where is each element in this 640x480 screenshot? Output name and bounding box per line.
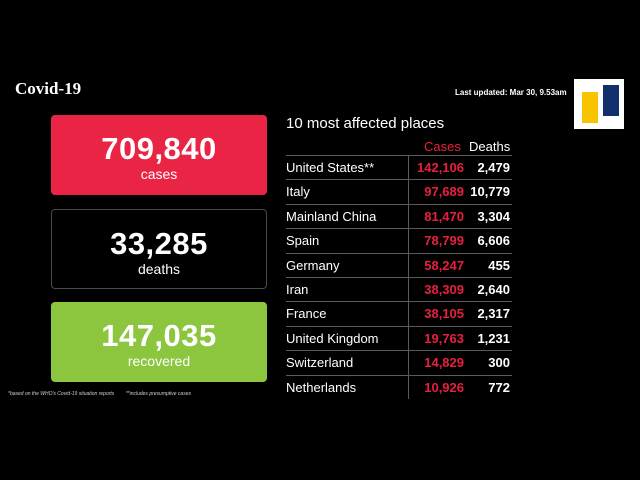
place-cases: 19,763: [424, 330, 464, 346]
place-cases: 58,247: [424, 257, 464, 273]
column-header-cases: Cases: [424, 139, 461, 154]
table-row: Spain 78,799 6,606: [286, 228, 512, 253]
column-header-deaths: Deaths: [469, 139, 511, 154]
cases-count: 709,840: [101, 131, 217, 166]
table-row: Iran 38,309 2,640: [286, 276, 512, 302]
table-row: Mainland China 81,470 3,304: [286, 203, 512, 229]
table-title: 10 most affected places: [286, 115, 445, 132]
logo-yellow-block: [582, 92, 598, 123]
table-row: United Kingdom 19,763 1,231: [286, 325, 512, 351]
recovered-label: recovered: [127, 353, 191, 369]
place-name: United States**: [286, 160, 375, 175]
table-row: Netherlands 10,926 772: [286, 374, 512, 400]
recovered-stat-card: 147,035 recovered: [51, 302, 267, 382]
table-row: Switzerland 14,829 300: [286, 350, 512, 375]
place-deaths: 2,640: [477, 281, 510, 297]
deaths-stat-card: 33,285 deaths: [51, 209, 267, 289]
deaths-label: deaths: [137, 261, 181, 277]
place-deaths: 772: [488, 379, 510, 395]
table-row: Italy 97,689 10,779: [286, 179, 512, 205]
place-name: France: [286, 306, 327, 322]
place-name: Iran: [286, 281, 309, 297]
table-row: Germany 58,247 455: [286, 252, 512, 278]
table-row: United States** 142,106 2,479: [286, 155, 512, 180]
place-name: United Kingdom: [286, 330, 379, 346]
table-row: France 38,105 2,317: [286, 301, 512, 327]
place-deaths: 6,606: [477, 233, 510, 249]
place-name: Spain: [286, 233, 320, 249]
place-deaths: 300: [488, 355, 510, 371]
cases-stat-card: 709,840 cases: [51, 115, 267, 195]
footnotes: *based on the WHO's Covid-19 situation r…: [8, 391, 201, 397]
place-name: Switzerland: [286, 355, 354, 371]
footnote-who: *based on the WHO's Covid-19 situation r…: [8, 391, 115, 397]
place-cases: 38,309: [424, 281, 464, 297]
place-deaths: 2,317: [477, 306, 510, 322]
place-name: Germany: [286, 257, 340, 273]
footnote-presumptive: **includes presumptive cases: [125, 391, 191, 397]
place-deaths: 10,779: [470, 184, 510, 200]
logo-blue-block: [603, 85, 619, 116]
place-name: Netherlands: [286, 379, 357, 395]
place-cases: 10,926: [424, 379, 464, 395]
place-cases: 142,106: [417, 160, 464, 175]
place-name: Mainland China: [286, 208, 377, 224]
deaths-count: 33,285: [110, 226, 208, 261]
cases-label: cases: [140, 166, 178, 182]
affected-places-table: United States** 142,106 2,479 Italy 97,689 10…: [286, 155, 512, 400]
place-cases: 14,829: [424, 355, 464, 371]
place-deaths: 455: [488, 257, 510, 273]
place-name: Italy: [286, 184, 310, 200]
place-deaths: 1,231: [477, 330, 510, 346]
place-cases: 38,105: [424, 306, 464, 322]
page-title: Covid-19: [15, 79, 82, 98]
scmp-logo: [574, 79, 624, 129]
last-updated-text: Last updated: Mar 30, 9.53am: [455, 88, 567, 97]
place-cases: 81,470: [424, 208, 464, 224]
place-cases: 97,689: [424, 184, 464, 200]
recovered-count: 147,035: [101, 318, 217, 353]
place-deaths: 3,304: [477, 208, 510, 224]
place-deaths: 2,479: [477, 160, 510, 175]
place-cases: 78,799: [424, 233, 464, 249]
